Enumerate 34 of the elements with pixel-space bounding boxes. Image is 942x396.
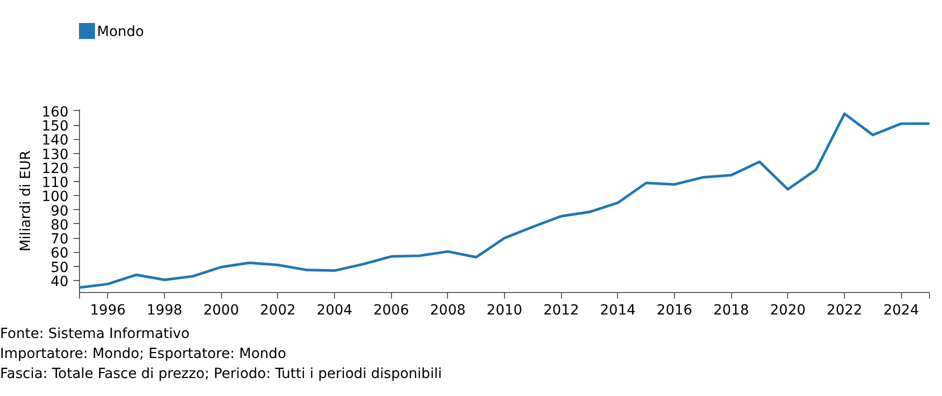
x-tick-label: 2002 bbox=[260, 302, 296, 318]
y-tick-label: 150 bbox=[42, 118, 69, 135]
y-tick-label: 40 bbox=[50, 274, 69, 290]
line-series bbox=[80, 112, 930, 289]
y-tick-label: 90 bbox=[50, 203, 69, 220]
y-tick-label: 60 bbox=[50, 246, 69, 262]
y-tick-label: 50 bbox=[50, 260, 69, 276]
x-tick-label: 2018 bbox=[713, 302, 749, 318]
y-tick-label: 80 bbox=[50, 217, 69, 234]
x-tick-label: 1996 bbox=[90, 302, 126, 318]
y-tick-label: 120 bbox=[42, 160, 69, 177]
x-tick-label: 2024 bbox=[883, 302, 920, 318]
x-tick-label: 2000 bbox=[203, 302, 239, 318]
x-tick-label: 2012 bbox=[543, 302, 579, 318]
y-tick-label: 160 bbox=[42, 104, 69, 120]
y-tick-label: 100 bbox=[42, 189, 69, 206]
text: Fascia: Totale Fasce di prezzo; Periodo: Tutti i periodi disponibili bbox=[0, 366, 442, 382]
x-tick-label: 2008 bbox=[430, 302, 466, 318]
y-tick-label: 140 bbox=[42, 132, 69, 149]
x-tick-label: 2022 bbox=[826, 302, 862, 318]
x-tick-label: 2010 bbox=[486, 302, 522, 318]
text: Importatore: Mondo; Esportatore: Mondo bbox=[0, 346, 286, 362]
x-tick-label: 2006 bbox=[373, 302, 410, 318]
source-note: Fonte: Sistema Informativo bbox=[0, 326, 190, 342]
x-tick-label: 2020 bbox=[770, 302, 806, 318]
x-tick-label: 2004 bbox=[316, 302, 352, 318]
y-tick-label: 130 bbox=[42, 146, 69, 163]
y-axis-title: Miliardi di EUR bbox=[18, 150, 34, 252]
x-tick-label: 2016 bbox=[656, 302, 692, 318]
legend-label: Mondo bbox=[96, 23, 144, 42]
y-tick-label: 70 bbox=[50, 232, 69, 248]
x-tick-label: 1998 bbox=[146, 302, 182, 318]
y-tick-label: 110 bbox=[42, 175, 69, 192]
x-tick-label: 2014 bbox=[600, 302, 636, 318]
